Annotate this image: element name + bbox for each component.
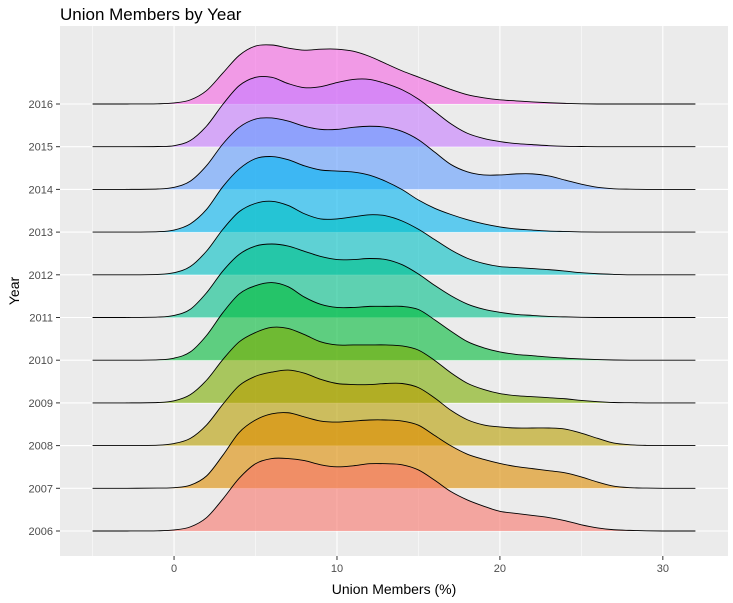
y-tick-label: 2006 [29, 526, 53, 538]
y-axis-title: Year [6, 277, 22, 306]
ridge-2008 [92, 369, 696, 447]
y-tick-label: 2009 [29, 398, 53, 410]
ridge-outline-2014 [92, 117, 696, 190]
ridge-densities [92, 44, 696, 532]
ridge-outline-2008 [92, 369, 696, 447]
y-tick-label: 2014 [29, 184, 53, 196]
x-tick-label: 20 [494, 563, 506, 575]
y-tick-label: 2013 [29, 227, 53, 239]
y-axis-ticks: 2006 2007 2008 2009 2010 2011 2012 2013 2014 2015… [29, 99, 60, 538]
x-axis-title: Union Members (%) [332, 581, 456, 597]
y-tick-label: 2008 [29, 441, 53, 453]
ridge-outline-2009 [92, 326, 696, 404]
ridge-2006 [92, 457, 696, 532]
ridge-fill-2007 [92, 412, 696, 489]
x-tick-label: 30 [657, 563, 669, 575]
x-tick-label: 0 [171, 563, 177, 575]
ridge-outline-2010 [92, 282, 696, 361]
y-tick-label: 2007 [29, 483, 53, 495]
x-axis-ticks: 0 10 20 30 [171, 556, 669, 575]
y-tick-label: 2015 [29, 142, 53, 154]
y-tick-label: 2016 [29, 99, 53, 111]
ridge-outline-2016 [92, 44, 696, 105]
ridge-outline-2013 [92, 156, 696, 233]
ridge-outline-2006 [92, 457, 696, 532]
y-tick-label: 2011 [29, 313, 53, 325]
y-tick-label: 2012 [29, 270, 53, 282]
ridge-outline-2011 [92, 243, 696, 318]
x-tick-label: 10 [331, 563, 343, 575]
ridge-fill-2006 [92, 458, 696, 531]
ridge-outline-2007 [92, 412, 696, 489]
ridge-outline-2012 [92, 200, 696, 276]
chart-title: Union Members by Year [60, 5, 242, 24]
ridge-fill-2008 [92, 370, 696, 446]
ridge-outline-2015 [92, 75, 696, 148]
ridge-2007 [92, 412, 696, 489]
y-tick-label: 2010 [29, 355, 53, 367]
